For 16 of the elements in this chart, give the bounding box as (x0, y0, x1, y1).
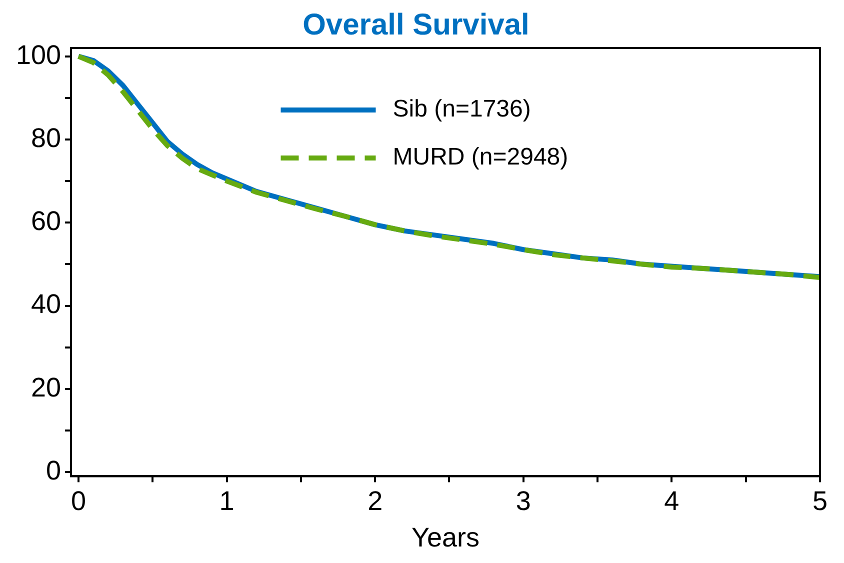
x-axis-title: Years (411, 522, 480, 552)
x-tick-label: 3 (516, 486, 531, 516)
chart-title: Overall Survival (302, 8, 530, 42)
y-tick-label: 40 (31, 289, 62, 320)
y-tick-label: 80 (31, 122, 62, 153)
legend-label: Sib (n=1736) (392, 96, 531, 123)
legend-label: MURD (n=2948) (392, 144, 568, 171)
x-tick-label: 0 (70, 486, 86, 516)
y-tick-label: 100 (16, 40, 62, 70)
y-tick-label: 20 (31, 372, 62, 402)
x-tick-label: 4 (664, 486, 680, 516)
x-tick-label: 2 (368, 486, 383, 516)
x-tick-label: 1 (219, 486, 234, 516)
y-tick-label: 0 (46, 455, 62, 486)
y-tick-label: 60 (31, 206, 62, 236)
x-tick-label: 5 (812, 486, 828, 516)
